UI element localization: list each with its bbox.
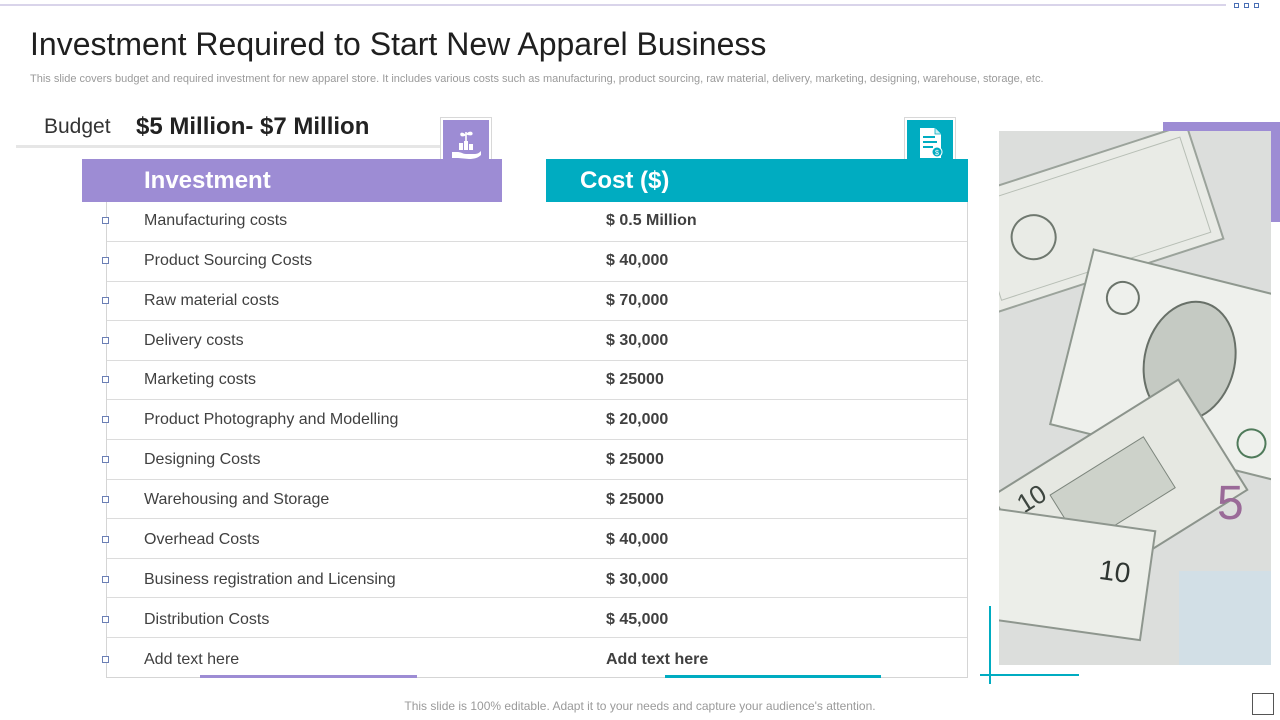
investment-cell: Overhead Costs [144, 531, 260, 548]
table-row [107, 400, 967, 440]
top-divider-line [0, 4, 1226, 6]
row-bullet-icon [102, 656, 109, 663]
budget-underline [16, 145, 456, 148]
row-bullet-icon [102, 496, 109, 503]
cost-cell: $ 0.5 Million [606, 212, 697, 229]
row-bullet-icon [102, 536, 109, 543]
table-row [107, 440, 967, 480]
row-bullet-icon [102, 257, 109, 264]
investment-cell: Add text here [144, 651, 240, 668]
budget-value: $5 Million- $7 Million [136, 113, 370, 140]
budget-label: Budget [44, 115, 111, 138]
table-row [107, 598, 967, 638]
slide-title: Investment Required to Start New Apparel… [30, 26, 767, 62]
corner-square-icon [1252, 693, 1274, 715]
cost-cell: $ 40,000 [606, 252, 669, 269]
row-bullet-icon [102, 376, 109, 383]
cost-column-header: Cost ($) [546, 159, 968, 202]
table-row [107, 281, 967, 321]
purple-accent-bar [200, 675, 417, 678]
cost-cell: $ 25000 [606, 371, 664, 388]
row-bullet-icon [102, 217, 109, 224]
svg-text:10: 10 [1097, 554, 1132, 589]
investment-cell: Designing Costs [144, 451, 261, 468]
investment-cell: Distribution Costs [144, 611, 270, 628]
money-photo: 10 10 5 [999, 131, 1271, 665]
investment-cell: Marketing costs [144, 371, 257, 388]
table-row [107, 558, 967, 598]
table-row [107, 360, 967, 400]
investment-cell: Delivery costs [144, 332, 244, 349]
row-bullet-icon [102, 337, 109, 344]
svg-text:5: 5 [1217, 477, 1244, 530]
table-row [107, 519, 967, 559]
corner-square-icon [1244, 3, 1249, 8]
teal-corner-line [989, 606, 991, 684]
investment-cost-table [106, 202, 968, 678]
investment-cell: Product Sourcing Costs [144, 252, 313, 269]
investment-cell: Raw material costs [144, 292, 280, 309]
table-row [107, 202, 967, 242]
cost-cell: $ 70,000 [606, 292, 669, 309]
slide-footer: This slide is 100% editable. Adapt it to… [404, 699, 876, 713]
corner-square-icon [1254, 3, 1259, 8]
teal-accent-bar [665, 675, 881, 678]
cost-cell: $ 40,000 [606, 531, 669, 548]
cost-cell: $ 45,000 [606, 611, 669, 628]
svg-text:$: $ [935, 150, 939, 157]
cost-cell: Add text here [606, 651, 709, 668]
investment-cell: Warehousing and Storage [144, 491, 330, 508]
cost-cell: $ 25000 [606, 491, 664, 508]
row-bullet-icon [102, 616, 109, 623]
investment-column-header: Investment [82, 159, 502, 202]
teal-corner-line [980, 674, 1079, 676]
investment-cell: Manufacturing costs [144, 212, 288, 229]
cost-cell: $ 25000 [606, 451, 664, 468]
table-row [107, 479, 967, 519]
cost-cell: $ 30,000 [606, 332, 669, 349]
row-bullet-icon [102, 456, 109, 463]
corner-square-icon [1234, 3, 1239, 8]
cost-cell: $ 30,000 [606, 571, 669, 588]
slide-subtitle: This slide covers budget and required in… [30, 73, 1044, 85]
investment-cell: Product Photography and Modelling [144, 411, 399, 428]
table-row [107, 242, 967, 282]
row-bullet-icon [102, 297, 109, 304]
row-bullet-icon [102, 416, 109, 423]
cost-cell: $ 20,000 [606, 411, 669, 428]
investment-cell: Business registration and Licensing [144, 571, 396, 588]
table-row [107, 321, 967, 361]
row-bullet-icon [102, 576, 109, 583]
